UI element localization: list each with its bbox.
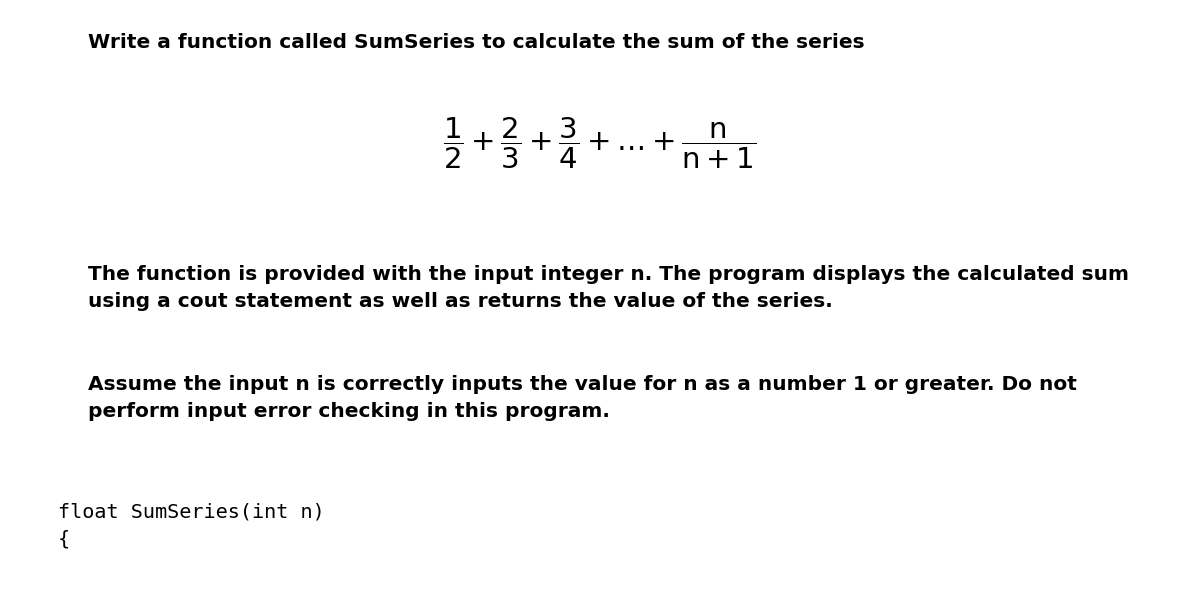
Text: float SumSeries(int n)
{: float SumSeries(int n) { [58, 502, 324, 549]
Text: The function is provided with the input integer n. The program displays the calc: The function is provided with the input … [88, 265, 1128, 311]
Text: Assume the input n is correctly inputs the value for n as a number 1 or greater.: Assume the input n is correctly inputs t… [88, 375, 1076, 421]
Text: Write a function called SumSeries to calculate the sum of the series: Write a function called SumSeries to cal… [88, 33, 864, 52]
Text: $\mathregular{\dfrac{1}{2}}+\mathregular{\dfrac{2}{3}}+\mathregular{\dfrac{3}{4}: $\mathregular{\dfrac{1}{2}}+\mathregular… [443, 116, 757, 171]
